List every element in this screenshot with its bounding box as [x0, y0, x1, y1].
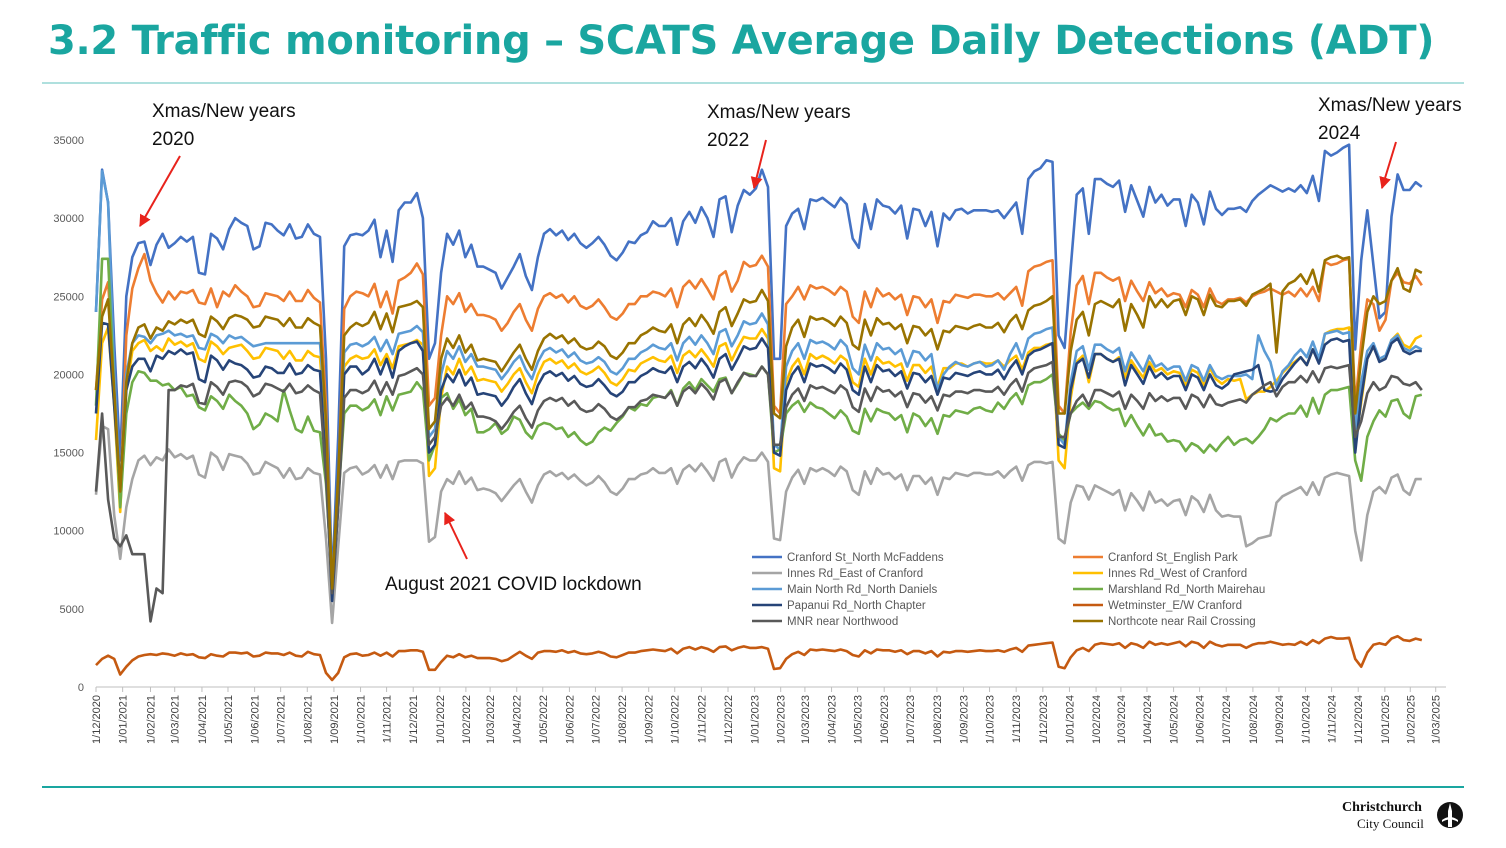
- x-tick-label: 1/10/2023: [985, 695, 997, 744]
- x-tick-label: 1/03/2021: [170, 695, 182, 744]
- legend-label: Northcote near Rail Crossing: [1108, 616, 1256, 628]
- legend-label: Marshland Rd_North Mairehau: [1108, 584, 1265, 596]
- series-line-9: [94, 360, 1423, 623]
- x-tick-label: 1/08/2022: [617, 695, 629, 744]
- x-tick-label: 1/04/2023: [827, 695, 839, 744]
- annotation-text: 2020: [152, 129, 194, 150]
- x-tick-label: 1/06/2023: [879, 695, 891, 744]
- series-line-4: [94, 326, 1423, 598]
- x-tick-label: 1/05/2021: [223, 695, 235, 744]
- legend-label: Innes Rd_East of Cranford: [787, 568, 923, 580]
- x-tick-label: 1/08/2023: [932, 695, 944, 744]
- legend-label: Wetminster_E/W Cranford: [1108, 600, 1242, 612]
- x-tick-label: 1/08/2021: [302, 695, 314, 744]
- x-tick-label: 1/05/2023: [853, 695, 865, 744]
- x-tick-label: 1/11/2022: [696, 695, 708, 743]
- x-tick-label: 1/03/2025: [1431, 695, 1443, 744]
- logo-line-1: Christchurch: [1342, 800, 1422, 815]
- legend-label: Papanui Rd_North Chapter: [787, 600, 926, 612]
- footer-divider: [42, 786, 1464, 788]
- council-logo: Christchurch City Council: [1342, 800, 1464, 834]
- series-line-1: [94, 143, 1423, 587]
- annotation-text: Xmas/New years: [1318, 95, 1462, 116]
- x-tick-label: 1/02/2025: [1405, 695, 1417, 744]
- series-line-5: [94, 170, 1423, 587]
- annotation-arrow: [444, 511, 468, 560]
- x-tick-label: 1/04/2024: [1142, 695, 1154, 744]
- series-line-8: [95, 634, 1423, 682]
- y-tick-label: 35000: [53, 135, 84, 147]
- logo-line-2: City Council: [1357, 816, 1424, 831]
- x-tick-label: 1/02/2021: [145, 695, 157, 744]
- legend-label: MNR near Northwood: [787, 616, 898, 628]
- traffic-line-chart: 0 5000 10000 15000 20000 25000 30000 35000 1/12/…: [53, 95, 1462, 744]
- x-tick-label: 1/09/2022: [644, 695, 656, 744]
- x-tick-label: 1/02/2022: [461, 695, 473, 744]
- x-tick-label: 1/02/2023: [776, 695, 788, 744]
- x-tick-label: 1/07/2021: [276, 695, 288, 744]
- legend-label: Main North Rd_North Daniels: [787, 584, 937, 596]
- annotation-text: Xmas/New years: [707, 102, 851, 123]
- x-tick-label: 1/03/2022: [485, 695, 497, 744]
- x-tick-label: 1/07/2022: [590, 695, 602, 744]
- x-tick-label: 1/10/2022: [670, 695, 682, 744]
- annotation-arrow: [750, 139, 767, 190]
- y-tick-label: 0: [78, 682, 84, 694]
- x-tick-label: 1/06/2024: [1195, 695, 1207, 744]
- x-tick-label: 1/06/2021: [250, 695, 262, 744]
- x-tick-label: 1/06/2022: [564, 695, 576, 744]
- y-tick-label: 5000: [60, 604, 84, 616]
- page-title: 3.2 Traffic monitoring – SCATS Average D…: [48, 18, 1435, 64]
- x-tick-label: 1/03/2023: [800, 695, 812, 744]
- series-line-2: [94, 252, 1423, 595]
- series-line-10: [94, 254, 1423, 590]
- legend-label: Innes Rd_West of Cranford: [1108, 568, 1247, 580]
- x-tick-label: 1/11/2023: [1011, 695, 1023, 743]
- x-tick-label: 1/01/2025: [1380, 695, 1392, 744]
- x-tick-label: 1/11/2021: [382, 695, 394, 743]
- y-tick-label: 15000: [53, 448, 84, 460]
- title-divider: [42, 82, 1464, 84]
- x-tick-label: 1/04/2021: [197, 695, 209, 744]
- christchurch-cathedral-icon: [1437, 802, 1463, 828]
- series-line-3: [94, 424, 1422, 625]
- x-tick-label: 1/05/2024: [1169, 695, 1181, 744]
- x-tick-label: 1/12/2024: [1353, 695, 1365, 744]
- y-tick-label: 20000: [53, 369, 84, 381]
- y-tick-label: 25000: [53, 291, 84, 303]
- series-line-7: [94, 321, 1422, 603]
- x-tick-label: 1/01/2021: [118, 695, 130, 744]
- x-tick-label: 1/12/2022: [723, 695, 735, 744]
- x-tick-label: 1/12/2020: [91, 695, 103, 744]
- annotation-text: August 2021 COVID lockdown: [385, 574, 642, 595]
- x-tick-label: 1/11/2024: [1327, 695, 1339, 743]
- annotation-arrow: [139, 155, 181, 228]
- y-tick-label: 10000: [53, 526, 84, 538]
- x-tick-label: 1/10/2024: [1301, 695, 1313, 744]
- x-tick-label: 1/09/2023: [959, 695, 971, 744]
- annotation-arrow: [1379, 141, 1397, 190]
- x-tick-label: 1/04/2022: [512, 695, 524, 744]
- x-tick-label: 1/12/2023: [1038, 695, 1050, 744]
- y-tick-label: 30000: [53, 213, 84, 225]
- annotation-text: 2024: [1318, 123, 1361, 144]
- x-tick-label: 1/07/2024: [1221, 695, 1233, 744]
- x-tick-label: 1/01/2024: [1064, 695, 1076, 744]
- x-tick-label: 1/12/2021: [408, 695, 420, 744]
- x-tick-label: 1/10/2021: [356, 695, 368, 744]
- x-tick-label: 1/09/2024: [1274, 695, 1286, 744]
- x-tick-label: 1/08/2024: [1248, 695, 1260, 744]
- annotation-text: 2022: [707, 130, 749, 151]
- x-tick-label: 1/02/2024: [1091, 695, 1103, 744]
- legend-label: Cranford St_English Park: [1108, 552, 1238, 564]
- annotation-text: Xmas/New years: [152, 101, 296, 122]
- x-tick-label: 1/09/2021: [329, 695, 341, 744]
- x-tick-label: 1/01/2023: [750, 695, 762, 744]
- x-tick-label: 1/01/2022: [435, 695, 447, 744]
- x-tick-label: 1/05/2022: [538, 695, 550, 744]
- x-tick-label: 1/03/2024: [1116, 695, 1128, 744]
- x-tick-label: 1/07/2023: [905, 695, 917, 744]
- legend-label: Cranford St_North McFaddens: [787, 552, 944, 564]
